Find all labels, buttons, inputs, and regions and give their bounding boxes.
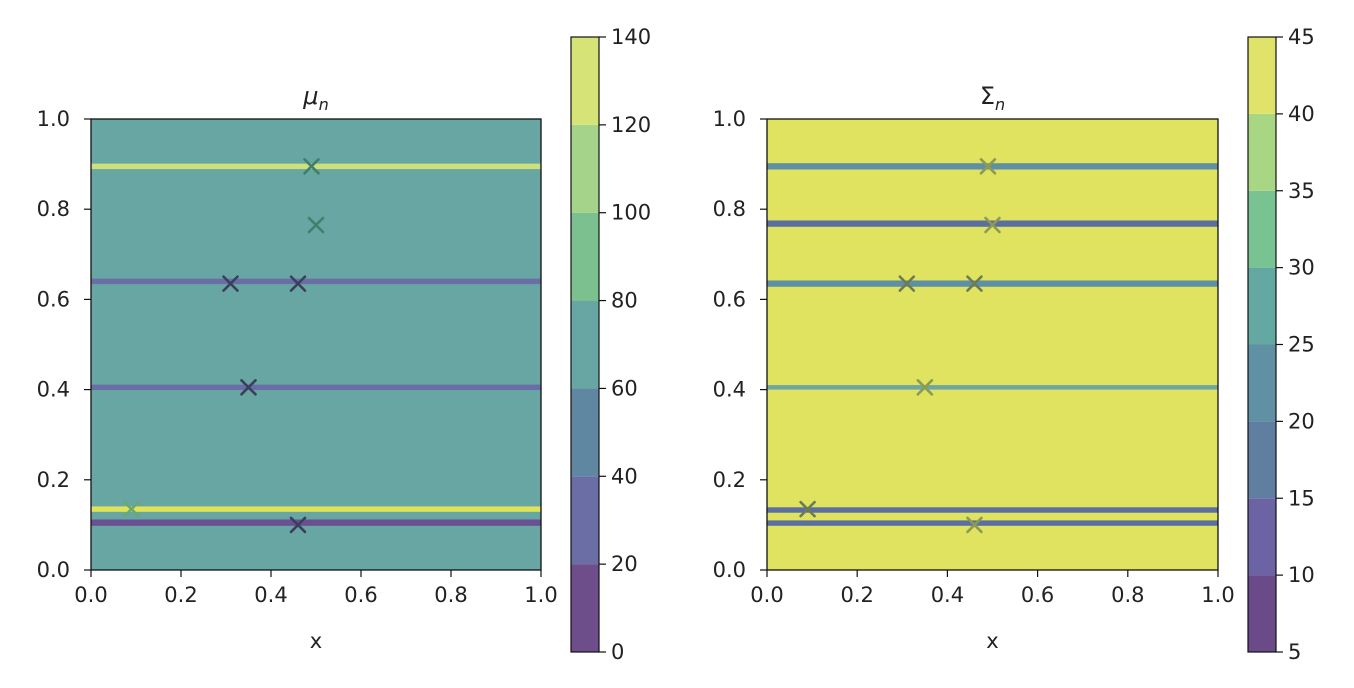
data-point-marker-5 <box>799 500 816 518</box>
colorbar-segment-3 <box>1248 344 1276 422</box>
contour-band-5 <box>767 520 1218 526</box>
data-point-marker-2 <box>222 275 239 292</box>
chart-title-subscript: n <box>995 95 1005 114</box>
colorbar-frame <box>570 36 600 653</box>
x-tick-label-5: 1.0 <box>1201 583 1234 607</box>
data-point-marker-4 <box>916 379 934 396</box>
x-axis-label: x <box>986 629 998 653</box>
contour-band-3 <box>91 506 541 512</box>
colorbar-tick-label-6: 120 <box>611 113 651 137</box>
sigma-heatmap-panel: 0.0 0.2 0.4 0.6 0.8 1.0 0.0 0.2 0.4 0.6 0.8 1.0 x Σn 5… <box>713 25 1315 664</box>
y-tick-label-3: 0.6 <box>713 287 746 311</box>
colorbar-tick-label-8: 45 <box>1288 25 1315 49</box>
y-tick-label-5: 1.0 <box>713 107 746 131</box>
data-point-marker-3 <box>289 275 307 292</box>
contour-band-4 <box>91 519 541 526</box>
y-tick-label-2: 0.4 <box>713 378 746 402</box>
data-point-marker-1 <box>307 216 325 234</box>
data-point-marker-1 <box>984 216 1001 234</box>
x-tick-label-1: 0.2 <box>840 583 873 607</box>
colorbar-tick-label-7: 140 <box>611 25 651 49</box>
chart-title-main: Σ <box>980 82 995 110</box>
colorbar-tick-label-3: 60 <box>611 376 638 400</box>
y-tick-label-2: 0.4 <box>37 378 70 402</box>
y-tick-label-0: 0.0 <box>37 558 70 582</box>
x-tick-label-4: 0.8 <box>1111 583 1144 607</box>
colorbar-segment-5 <box>1248 190 1276 268</box>
contour-band-0 <box>91 163 541 170</box>
data-point-marker-3 <box>966 275 983 292</box>
colorbar-segment-1 <box>1248 498 1276 576</box>
chart-title: Σn <box>980 82 1005 114</box>
contour-band-0 <box>767 163 1218 170</box>
contour-band-4 <box>767 507 1218 513</box>
x-tick-label-2: 0.4 <box>931 583 964 607</box>
colorbar-segment-1 <box>571 476 599 565</box>
x-tick-label-5: 1.0 <box>524 583 557 607</box>
data-point-marker-2 <box>898 275 916 292</box>
x-tick-label-1: 0.2 <box>164 583 197 607</box>
y-tick-label-1: 0.2 <box>37 468 70 492</box>
colorbar-tick-label-6: 35 <box>1288 179 1315 203</box>
colorbar-segment-7 <box>1248 37 1276 114</box>
heatmap-background <box>767 119 1218 570</box>
chart-title: μn <box>302 82 328 114</box>
axes-frame <box>90 118 542 571</box>
contour-band-3 <box>767 385 1218 390</box>
colorbar-tick-label-4: 80 <box>611 289 638 313</box>
chart-title-main: μ <box>302 82 318 110</box>
colorbar-tick-label-1: 10 <box>1288 563 1315 587</box>
y-tick-label-3: 0.6 <box>37 287 70 311</box>
y-tick-label-1: 0.2 <box>713 468 746 492</box>
colorbar-tick-label-0: 5 <box>1288 640 1301 664</box>
mu-heatmap-panel: 0.0 0.2 0.4 0.6 0.8 1.0 0.0 0.2 0.4 0.6 0.8 1.0 x μn 0… <box>37 25 652 664</box>
colorbar-tick-label-3: 20 <box>1288 409 1315 433</box>
x-axis-label: x <box>310 629 322 653</box>
heatmap-background <box>91 119 541 570</box>
colorbar-segment-2 <box>571 388 599 477</box>
x-tick-label-2: 0.4 <box>254 583 287 607</box>
y-tick-label-4: 0.8 <box>713 197 746 221</box>
colorbar-segment-6 <box>1248 113 1276 191</box>
colorbar-segment-4 <box>1248 267 1276 345</box>
x-tick-label-3: 0.6 <box>344 583 377 607</box>
colorbar-segment-5 <box>571 124 599 213</box>
colorbar-tick-label-2: 15 <box>1288 486 1315 510</box>
colorbar-tick-label-2: 40 <box>611 464 638 488</box>
colorbar-segment-0 <box>1248 575 1276 652</box>
x-tick-label-0: 0.0 <box>750 583 783 607</box>
contour-band-1 <box>91 278 541 285</box>
colorbar-segment-4 <box>571 212 599 301</box>
contour-band-2 <box>767 280 1218 287</box>
colorbar-tick-label-1: 20 <box>611 552 638 576</box>
data-point-marker-5 <box>123 500 140 518</box>
x-tick-label-3: 0.6 <box>1021 583 1054 607</box>
colorbar-segment-3 <box>571 300 599 389</box>
data-point-marker-6 <box>289 516 307 534</box>
y-tick-label-0: 0.0 <box>713 558 746 582</box>
chart-title-subscript: n <box>319 95 329 114</box>
x-tick-label-0: 0.0 <box>74 583 107 607</box>
colorbar-segment-0 <box>571 564 599 652</box>
colorbar-tick-label-5: 100 <box>611 201 651 225</box>
colorbar-tick-label-4: 25 <box>1288 333 1315 357</box>
colorbar-tick-label-0: 0 <box>611 640 624 664</box>
data-point-marker-0 <box>979 158 997 175</box>
x-tick-label-4: 0.8 <box>434 583 467 607</box>
data-point-marker-0 <box>303 158 320 175</box>
contour-band-2 <box>91 384 541 391</box>
y-tick-label-5: 1.0 <box>37 107 70 131</box>
colorbar-segment-6 <box>571 37 599 125</box>
colorbar-tick-label-7: 40 <box>1288 102 1315 126</box>
axes-frame <box>766 118 1219 571</box>
data-point-marker-6 <box>966 516 983 534</box>
colorbar-tick-label-5: 30 <box>1288 256 1315 280</box>
data-point-marker-4 <box>240 379 257 396</box>
y-tick-label-4: 0.8 <box>37 197 70 221</box>
colorbar-segment-2 <box>1248 421 1276 499</box>
